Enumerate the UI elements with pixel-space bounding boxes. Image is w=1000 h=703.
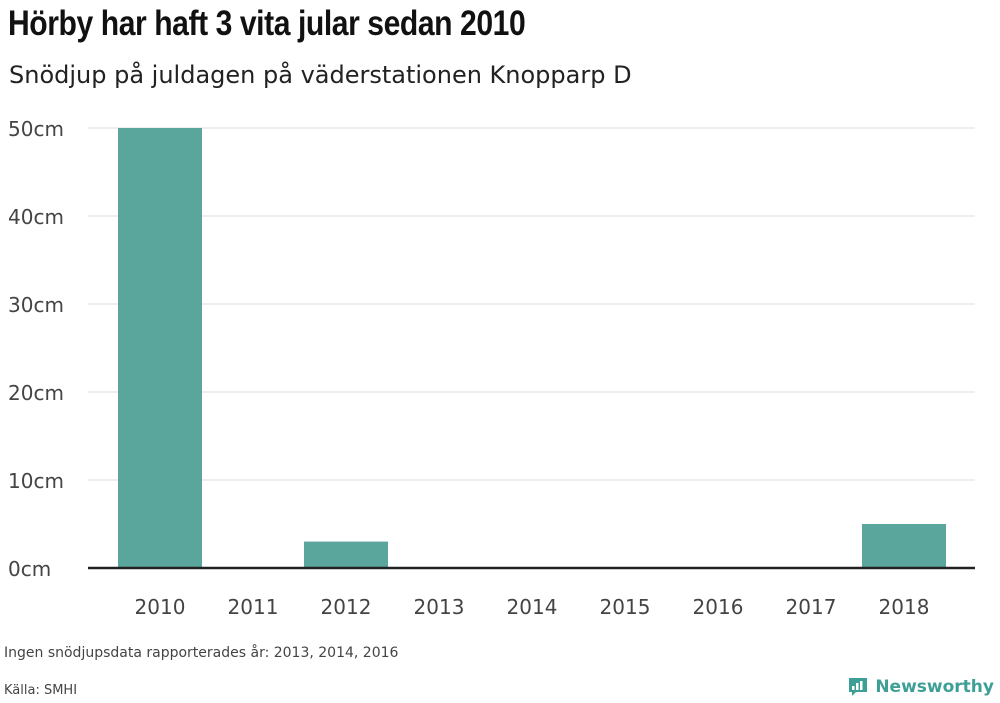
bar-2018: [862, 524, 946, 568]
y-tick-label: 0cm: [8, 557, 51, 581]
brand-logo: Newsworthy: [847, 676, 994, 698]
y-tick-label: 20cm: [8, 381, 64, 405]
x-tick-label: 2010: [135, 595, 186, 619]
x-tick-label: 2015: [600, 595, 651, 619]
bar-chart-logo-icon: [849, 678, 868, 696]
x-tick-label: 2017: [786, 595, 837, 619]
source-label: Källa: SMHI: [4, 683, 78, 698]
x-tick-label: 2014: [507, 595, 558, 619]
y-tick-label: 50cm: [8, 117, 64, 141]
y-tick-label: 30cm: [8, 293, 64, 317]
x-tick-label: 2011: [228, 595, 279, 619]
bar-2012: [304, 541, 388, 568]
y-tick-label: 10cm: [8, 469, 64, 493]
y-tick-label: 40cm: [8, 205, 64, 229]
brand-name: Newsworthy: [875, 677, 994, 697]
bar-chart: 0cm 10cm 20cm 30cm 40cm 50cm 2010 2011 2012 2013 2…: [8, 117, 975, 619]
bar-2010: [118, 128, 202, 568]
x-tick-label: 2013: [414, 595, 465, 619]
x-tick-label: 2018: [879, 595, 930, 619]
x-tick-label: 2012: [321, 595, 372, 619]
x-tick-label: 2016: [693, 595, 744, 619]
missing-data-note: Ingen snödjupsdata rapporterades år: 201…: [4, 645, 399, 661]
chart-subtitle: Snödjup på juldagen på väderstationen Kn…: [9, 61, 632, 89]
chart-title: Hörby har haft 3 vita jular sedan 2010: [8, 4, 526, 43]
